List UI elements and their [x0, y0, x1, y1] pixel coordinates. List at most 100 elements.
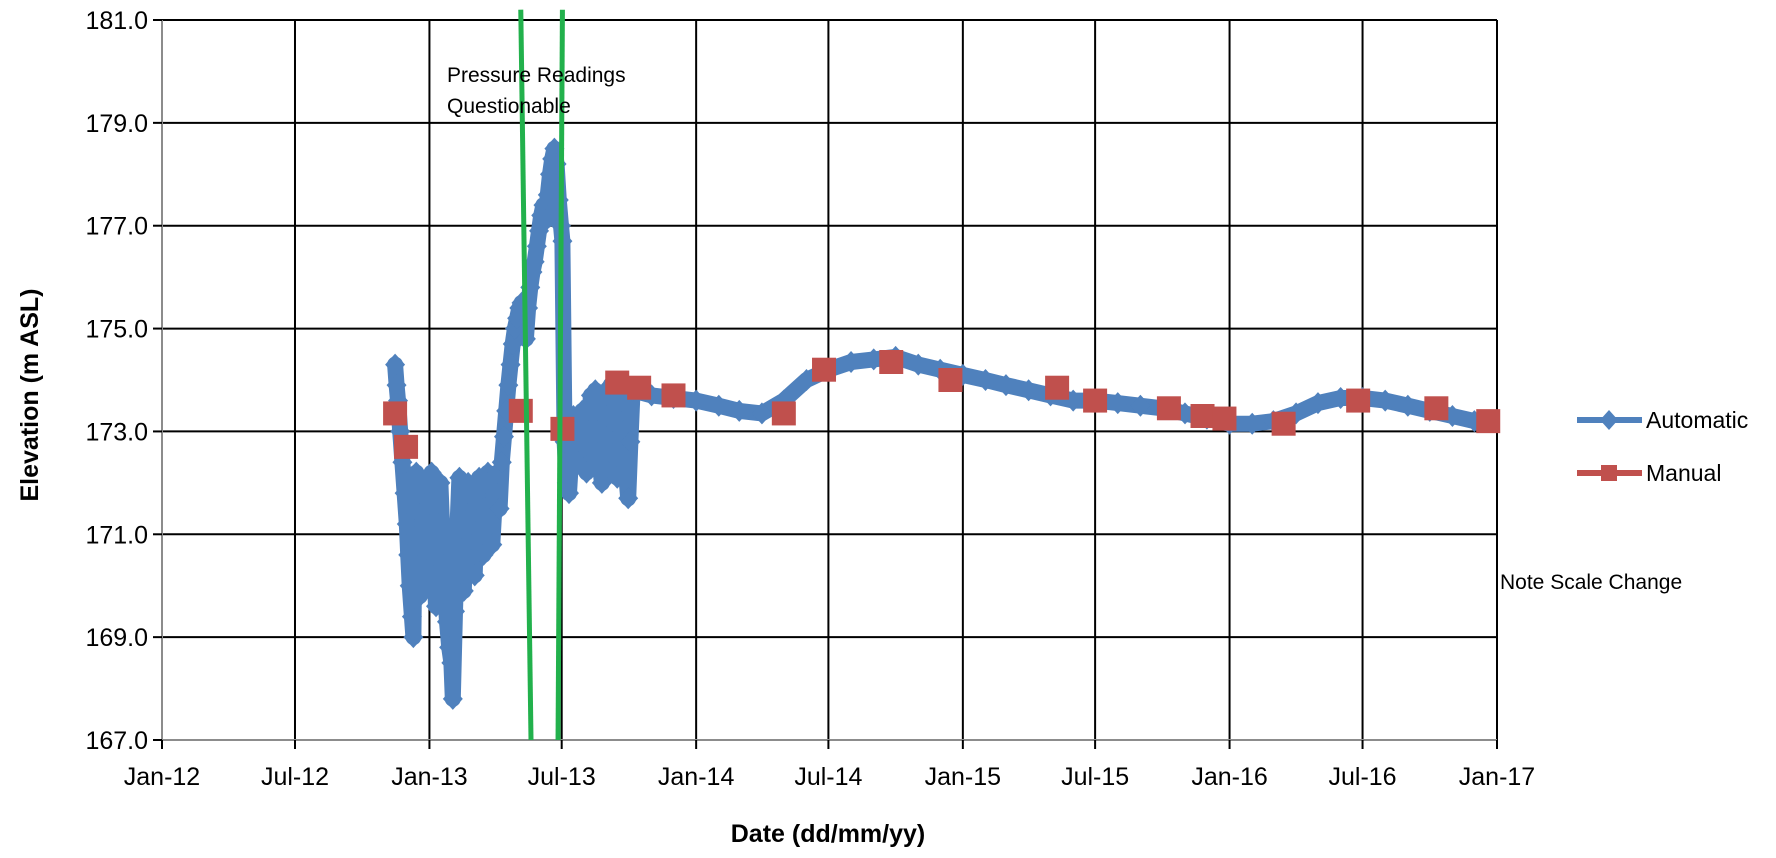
data-point-manual: [661, 383, 686, 408]
data-point-automatic: [585, 379, 606, 402]
legend-item-automatic: Automatic: [1577, 407, 1748, 433]
data-point-automatic: [587, 420, 608, 443]
data-point-automatic: [423, 543, 444, 566]
data-point-manual: [1424, 396, 1449, 421]
y-tick-label: 179.0: [85, 110, 148, 138]
x-tick-label: Jan-17: [1459, 763, 1535, 791]
data-point-automatic: [403, 626, 424, 649]
data-point-manual: [1476, 409, 1501, 434]
x-tick-label: Jul-12: [261, 763, 329, 791]
data-point-automatic: [466, 492, 487, 515]
x-tick-label: Jul-16: [1329, 763, 1397, 791]
data-point-automatic: [442, 687, 463, 710]
series-automatic: [385, 137, 1485, 710]
data-point-manual: [1045, 375, 1070, 400]
questionable-period-line-1: [518, 9, 534, 741]
data-point-manual: [938, 368, 963, 392]
data-point-automatic: [493, 425, 514, 448]
data-point-automatic: [455, 507, 476, 530]
data-point-automatic: [426, 595, 447, 618]
data-point-manual: [771, 401, 796, 426]
data-point-manual: [1156, 396, 1181, 421]
data-point-automatic: [1397, 394, 1418, 417]
data-point-manual: [508, 398, 533, 423]
data-point-automatic: [430, 471, 451, 494]
marker-lines: [518, 9, 565, 741]
data-point-automatic: [385, 353, 406, 376]
x-tick-label: Jan-13: [391, 763, 467, 791]
series-manual: [383, 350, 1501, 459]
x-tick-label: Jan-15: [925, 763, 1001, 791]
data-point-automatic: [1307, 392, 1328, 415]
data-point-automatic: [471, 523, 492, 546]
questionable-period-line-2: [555, 9, 565, 741]
data-point-automatic: [445, 600, 466, 623]
data-point-automatic: [975, 369, 996, 391]
data-point-manual: [812, 357, 837, 382]
data-point-automatic: [386, 374, 407, 397]
data-point-automatic: [576, 461, 597, 484]
data-point-automatic: [618, 487, 639, 510]
data-point-automatic: [729, 399, 750, 422]
data-point-automatic: [708, 394, 729, 417]
y-tick-label: 171.0: [85, 521, 148, 549]
y-tick-label: 181.0: [85, 7, 148, 35]
data-point-automatic: [591, 471, 612, 494]
data-point-automatic: [841, 351, 862, 373]
data-point-automatic: [416, 559, 437, 582]
data-point-automatic: [394, 482, 415, 505]
data-point-automatic: [434, 574, 455, 597]
data-point-automatic: [583, 394, 604, 417]
data-point-automatic: [751, 402, 772, 425]
data-point-automatic: [1018, 379, 1039, 402]
data-point-manual: [394, 434, 419, 459]
data-point-automatic: [1375, 389, 1396, 412]
data-point-automatic: [526, 235, 547, 258]
data-point-automatic: [863, 348, 884, 371]
data-point-automatic: [615, 461, 636, 484]
annotation-scale-note: Note Scale Change: [1500, 571, 1682, 594]
legend-swatch-automatic-marker: [1600, 410, 1618, 430]
data-point-automatic: [1107, 392, 1128, 415]
legend-label-automatic: Automatic: [1646, 407, 1748, 433]
y-tick-label: 173.0: [85, 418, 148, 446]
legend-swatch-manual-marker: [1601, 465, 1617, 481]
data-point-manual: [1346, 388, 1371, 413]
x-tick-label: Jan-16: [1191, 763, 1267, 791]
annotation-pressure-line1: Pressure Readings: [447, 64, 626, 87]
data-point-automatic: [396, 513, 417, 535]
data-point-automatic: [419, 492, 440, 515]
x-tick-label: Jan-14: [658, 763, 735, 791]
y-axis-ticks: 167.0 169.0 171.0 173.0 175.0 177.0 179.0 181.0: [85, 7, 162, 755]
data-point-automatic: [409, 585, 430, 607]
x-tick-label: Jul-15: [1061, 763, 1129, 791]
data-point-automatic: [1330, 387, 1351, 409]
data-point-automatic: [439, 636, 460, 659]
x-tick-label: Jul-13: [528, 763, 596, 791]
data-point-automatic: [559, 482, 580, 505]
data-point-automatic: [482, 533, 503, 556]
data-point-manual: [879, 350, 904, 374]
x-tick-label: Jul-14: [794, 763, 862, 791]
data-point-automatic: [796, 369, 817, 391]
data-point-automatic: [498, 374, 519, 397]
y-tick-label: 177.0: [85, 213, 148, 241]
data-point-automatic: [535, 209, 556, 232]
legend-label-manual: Manual: [1646, 460, 1721, 486]
data-point-manual: [605, 370, 630, 395]
data-point-automatic: [489, 497, 510, 520]
data-point-manual: [1083, 388, 1108, 413]
y-tick-label: 167.0: [85, 727, 148, 755]
legend-item-manual: Manual: [1577, 460, 1721, 486]
data-point-automatic: [412, 523, 433, 546]
data-point-manual: [383, 401, 408, 426]
data-point-automatic: [453, 579, 474, 602]
data-point-automatic: [524, 250, 545, 273]
data-point-automatic: [441, 651, 462, 674]
y-tick-label: 175.0: [85, 316, 148, 344]
data-point-automatic: [464, 564, 485, 587]
data-point-automatic: [1130, 394, 1151, 417]
x-axis-ticks: Jan-12 Jul-12 Jan-13 Jul-13 Jan-14 Jul-14 Jan-…: [124, 740, 1535, 791]
data-point-automatic: [611, 389, 632, 412]
